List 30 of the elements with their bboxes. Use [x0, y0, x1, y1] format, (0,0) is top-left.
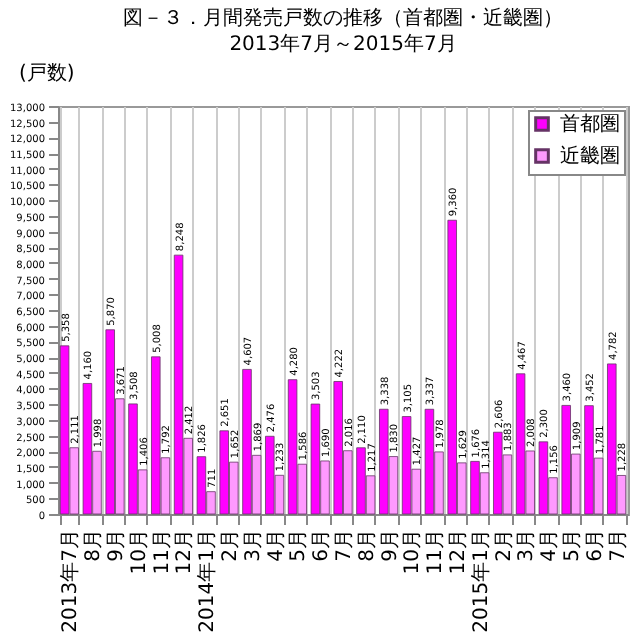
- x-tick-label: 6月: [311, 529, 334, 562]
- x-tick-label: 2015年1月: [468, 529, 493, 633]
- x-tick-label: 5月: [288, 529, 311, 562]
- legend-label: 近畿圏: [560, 144, 620, 168]
- x-tick-label: 4月: [539, 529, 562, 562]
- x-tick-label: 11月: [151, 529, 174, 575]
- y-axis-title: (戸数): [19, 63, 75, 85]
- x-tick-label: 2月: [493, 529, 516, 562]
- x-tick-label: 12月: [174, 529, 197, 575]
- x-tick-label: 9月: [379, 529, 402, 562]
- chart-subtitle: 2013年7月～2015年7月: [229, 32, 457, 56]
- x-tick-label: 2014年1月: [195, 529, 220, 633]
- chart-title: 図－３．月間発売戸数の推移（首都圏・近畿圏）: [123, 6, 563, 30]
- x-tick-label: 7月: [607, 529, 630, 562]
- x-tick-label: 10月: [402, 529, 425, 575]
- x-tick-label: 12月: [448, 529, 470, 575]
- x-tick-label: 2013年7月: [58, 529, 83, 633]
- x-tick-label: 10月: [128, 529, 151, 575]
- x-tick-label: 11月: [425, 529, 448, 575]
- x-tick-label: 7月: [334, 529, 356, 562]
- x-tick-label: 3月: [516, 529, 539, 562]
- x-tick-label: 8月: [83, 529, 106, 562]
- x-tick-label: 2月: [220, 529, 242, 562]
- legend-label: 首都圏: [560, 112, 620, 136]
- x-tick-label: 8月: [356, 529, 379, 562]
- x-tick-label: 5月: [562, 529, 584, 562]
- x-tick-label: 9月: [106, 529, 128, 562]
- x-tick-label: 3月: [242, 529, 265, 562]
- x-tick-label: 6月: [584, 529, 607, 562]
- x-tick-label: 4月: [265, 529, 288, 562]
